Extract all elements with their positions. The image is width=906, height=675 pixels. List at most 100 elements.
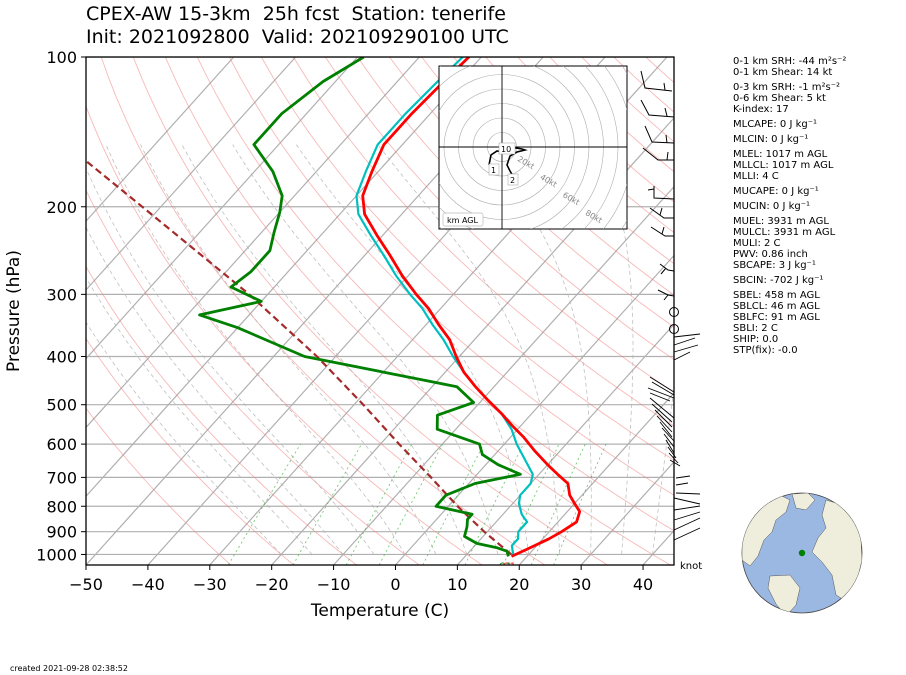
moist-adiabat-line xyxy=(86,276,313,555)
index-row: SBLI: 2 C xyxy=(733,323,778,334)
wind-unit-label: knot xyxy=(680,561,702,572)
wind-barb xyxy=(650,226,674,237)
index-row: MUCIN: 0 J kg⁻¹ xyxy=(733,201,811,212)
y-tick-label: 600 xyxy=(46,435,77,454)
x-tick-label: 0 xyxy=(390,575,400,594)
moist-adiabat-line xyxy=(86,167,375,555)
plot-frame xyxy=(85,56,675,566)
index-row: SBEL: 458 m AGL xyxy=(733,290,820,301)
moist-adiabat-line xyxy=(481,144,592,555)
index-row: SBCAPE: 3 J kg⁻¹ xyxy=(733,260,816,271)
hodograph-legend-box xyxy=(442,212,484,227)
x-tick-label: −10 xyxy=(317,575,351,594)
index-row: MLLCL: 1017 m AGL xyxy=(733,160,834,171)
isotherm-line xyxy=(86,57,420,429)
globe-landmass xyxy=(767,574,801,613)
globe-station-marker xyxy=(798,549,806,557)
hodograph-height-box xyxy=(507,173,519,186)
index-row: SBLCL: 46 m AGL xyxy=(733,301,820,312)
isotherm-line xyxy=(86,57,358,360)
isotherm-line xyxy=(86,57,297,291)
dry-adiabat-line xyxy=(357,57,674,361)
moist-adiabat-line xyxy=(105,144,406,555)
index-row: MLCIN: 0 J kg⁻¹ xyxy=(733,134,809,145)
x-tick-label: −30 xyxy=(193,575,227,594)
moist-adiabat-line xyxy=(86,226,344,555)
y-tick-label: 900 xyxy=(46,523,77,542)
moist-adiabat-line xyxy=(377,144,561,555)
location-globe xyxy=(741,492,863,614)
temperature-trace xyxy=(361,57,582,558)
dry-adiabat-line xyxy=(86,104,483,565)
hodograph-trace xyxy=(488,147,528,182)
index-row: SBLFC: 91 m AGL xyxy=(733,312,820,323)
wind-barb xyxy=(657,289,675,301)
isotherm-line xyxy=(518,392,674,565)
index-row: SHIP: 0.0 xyxy=(733,334,779,345)
index-row: MLLI: 4 C xyxy=(733,171,779,182)
surface-dewpoint-label: 61 xyxy=(498,560,512,573)
y-tick-label: 200 xyxy=(46,198,77,217)
wind-barb xyxy=(644,125,675,144)
index-row: MLCAPE: 0 J kg⁻¹ xyxy=(733,119,818,130)
dry-adiabat-line xyxy=(86,337,294,565)
hodograph-height-label: 10 xyxy=(501,145,511,154)
wind-barb xyxy=(659,263,675,275)
hodograph-height-box xyxy=(488,163,500,176)
y-tick-label: 100 xyxy=(46,48,77,67)
index-row: MUCAPE: 0 J kg⁻¹ xyxy=(733,186,819,197)
index-row: PWV: 0.86 inch xyxy=(733,249,808,260)
dry-adiabat-line xyxy=(86,189,420,565)
dewpoint-trace xyxy=(198,57,522,557)
created-timestamp: created 2021-09-28 02:38:52 xyxy=(10,664,128,673)
moist-adiabat-line xyxy=(86,321,282,555)
index-row: K-index: 17 xyxy=(733,104,789,115)
isotherm-line xyxy=(456,323,674,565)
x-tick-label: 20 xyxy=(509,575,529,594)
dry-adiabat-line xyxy=(196,57,674,532)
x-tick-label: 30 xyxy=(571,575,591,594)
dry-adiabat-line xyxy=(325,57,674,393)
mixing-ratio-line xyxy=(422,443,485,565)
x-tick-label: 40 xyxy=(633,575,653,594)
dry-adiabat-line xyxy=(421,57,674,296)
dry-adiabat-line xyxy=(86,407,232,565)
dry-adiabat-line xyxy=(86,265,357,565)
dry-adiabat-line xyxy=(164,57,671,565)
hodograph-height-label: 2 xyxy=(510,176,515,185)
wind-barb xyxy=(642,147,674,161)
dry-adiabat-line xyxy=(261,57,674,461)
dry-adiabat-line xyxy=(453,57,674,265)
chart-title-line2: Init: 2021092800 Valid: 202109290100 UTC xyxy=(86,26,509,48)
hodograph-frame xyxy=(438,65,628,230)
dry-adiabat-line xyxy=(132,57,608,565)
mixing-ratio-line xyxy=(530,443,586,565)
chart-title-line1: CPEX-AW 15-3km 25h fcst Station: tenerif… xyxy=(86,3,506,25)
x-axis-label: Temperature (C) xyxy=(310,601,449,621)
mixing-ratio-line xyxy=(502,443,560,565)
dry-adiabat-line xyxy=(293,57,674,427)
index-row: STP(fix): -0.0 xyxy=(733,345,798,356)
y-axis-label: Pressure (hPa) xyxy=(4,250,24,372)
wind-barb xyxy=(673,475,701,541)
wind-barb xyxy=(649,207,674,219)
surface-temperature-label: 61 xyxy=(502,560,516,573)
y-tick-label: 1000 xyxy=(36,545,77,564)
y-tick-label: 500 xyxy=(46,396,77,415)
isotherm-line xyxy=(395,254,674,565)
y-tick-label: 800 xyxy=(46,497,77,516)
dry-adiabat-line xyxy=(389,57,674,328)
isotherm-line xyxy=(86,57,235,223)
stability-indices-panel: 0-1 km SRH: -44 m²s⁻² 0-1 km Shear: 14 kt… xyxy=(733,56,846,356)
index-row: MLEL: 1017 m AGL xyxy=(733,149,828,160)
mixing-ratio-line xyxy=(553,443,607,565)
index-row: 0-1 km Shear: 14 kt xyxy=(733,67,833,78)
isotherm-line xyxy=(86,57,482,498)
index-row: 0-1 km SRH: -44 m²s⁻² xyxy=(733,56,847,67)
moist-adiabat-line xyxy=(596,144,634,555)
hodograph-legend-label: km AGL xyxy=(447,216,479,225)
index-row: 0-6 km Shear: 5 kt xyxy=(733,93,826,104)
isotherm-line xyxy=(580,460,674,565)
